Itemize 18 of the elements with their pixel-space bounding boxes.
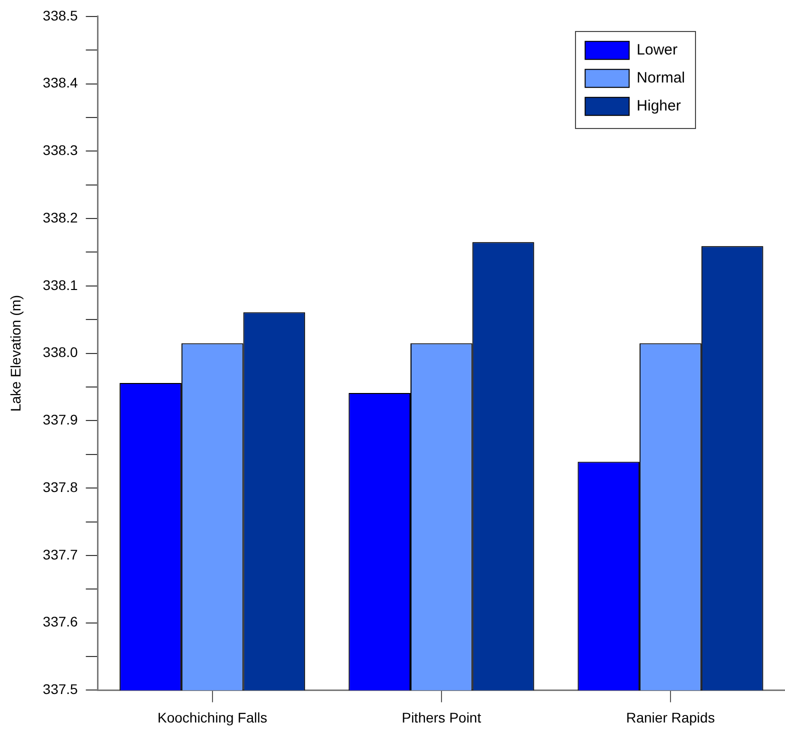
y-tick-label: 338.1 — [42, 276, 78, 293]
y-axis-title: Lake Elevation (m) — [7, 294, 24, 412]
y-tick-label: 338.0 — [42, 344, 78, 360]
y-tick-label: 338.5 — [42, 7, 78, 24]
x-tick-label: Pithers Point — [402, 709, 482, 726]
legend-label: Higher — [636, 98, 681, 115]
y-tick-label: 337.9 — [42, 412, 78, 428]
y-tick-label: 338.2 — [42, 209, 78, 226]
y-tick-label: 337.7 — [42, 546, 78, 562]
legend-label: Normal — [636, 70, 686, 87]
legend-label: Lower — [636, 42, 678, 59]
y-tick-label: 337.5 — [42, 681, 78, 698]
y-tick-label: 338.3 — [42, 142, 78, 158]
x-tick-label: Ranier Rapids — [626, 709, 715, 726]
x-tick-label: Koochiching Falls — [157, 709, 268, 726]
y-tick-label: 337.6 — [42, 614, 78, 630]
y-tick-label: 338.4 — [42, 74, 78, 91]
y-tick-label: 337.8 — [42, 478, 78, 495]
